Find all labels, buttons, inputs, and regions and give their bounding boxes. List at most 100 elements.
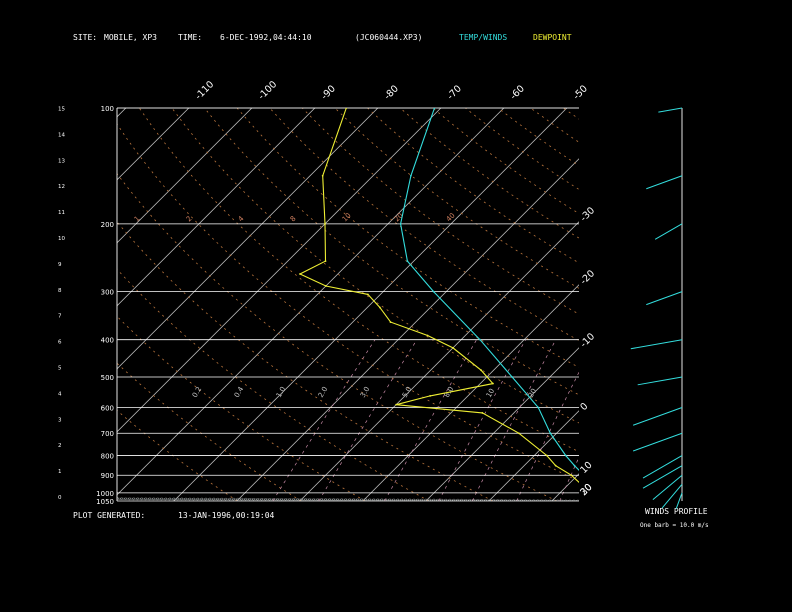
mixing-ratio-lines	[272, 339, 653, 501]
right-temperature-label: 10	[578, 460, 594, 476]
wind-barb	[675, 492, 683, 509]
wind-barb	[632, 406, 683, 426]
mixing-ratio-line	[272, 339, 376, 501]
isotherm-line	[173, 108, 568, 501]
wind-barb	[630, 339, 683, 350]
temperature-line	[400, 108, 579, 471]
mixing-ratio-label: 40	[445, 211, 457, 223]
wind-barb	[661, 483, 683, 509]
top-temperature-label: -60	[508, 83, 527, 102]
km-tick-label: 9	[58, 262, 62, 268]
mixing-ratio-label: 20	[393, 211, 405, 223]
wind-profile	[630, 107, 683, 509]
km-tick-label: 7	[58, 314, 62, 320]
isotherm-line	[117, 108, 253, 244]
saturation-label: 0.4	[233, 385, 246, 399]
dry-adiabat-line	[117, 362, 302, 501]
isotherm-line	[551, 473, 579, 501]
temperature-point	[537, 406, 540, 409]
saturation-label: 5.0	[401, 385, 413, 399]
wind-scale-note: One barb = 10.0 m/s	[640, 522, 709, 529]
isotherm-line	[117, 108, 442, 433]
wind-barb	[646, 175, 683, 190]
dry-adiabat-line	[117, 315, 366, 501]
km-tick-label: 13	[58, 158, 65, 164]
dry-adiabat-lines	[117, 108, 792, 501]
pressure-tick-label: 700	[101, 430, 114, 438]
dewpoint-point	[481, 412, 484, 414]
isotherm-line	[615, 108, 792, 501]
site-label: SITE:	[73, 33, 98, 42]
temperature-point	[564, 454, 567, 457]
dry-adiabat-line	[302, 108, 579, 315]
pressure-gridlines	[117, 107, 579, 502]
temperature-point	[432, 290, 435, 293]
km-tick-label: 14	[58, 132, 65, 138]
right-temperature-label: -10	[578, 331, 597, 350]
isotherm-line	[488, 410, 579, 501]
dry-adiabat-line	[399, 108, 579, 239]
isotherm-line	[236, 158, 579, 501]
dewpoint-point	[324, 222, 326, 225]
mixing-ratio-line	[318, 339, 418, 501]
dry-adiabat-line	[117, 172, 557, 501]
dry-adiabat-line	[138, 108, 579, 453]
saturation-label: 3.0	[359, 385, 371, 399]
dry-adiabat-line	[596, 108, 792, 501]
dry-adiabat-line	[204, 108, 579, 396]
pressure-tick-label: 900	[101, 472, 114, 480]
mixing-ratio-label: 8	[289, 215, 298, 224]
mixing-ratio-line	[384, 339, 477, 501]
km-tick-label: 8	[58, 288, 62, 294]
right-temperature-label: 0	[578, 401, 590, 413]
right-temperature-label: -30	[578, 205, 597, 224]
file-name: (JC060444.XP3)	[355, 33, 423, 42]
isotherm-line	[362, 284, 579, 501]
dry-adiabat-line	[661, 108, 792, 501]
dry-adiabat-line	[117, 268, 430, 501]
isotherm-lines	[117, 108, 792, 501]
isotherm-line	[117, 108, 505, 496]
dry-adiabat-line	[562, 108, 579, 120]
temperature-point	[511, 376, 513, 378]
isotherm-line	[678, 108, 792, 501]
dewpoint-point	[321, 174, 324, 177]
pressure-tick-label: 600	[101, 404, 114, 412]
km-tick-label: 2	[58, 443, 62, 449]
wind-panel-title: WINDS PROFILE	[645, 507, 708, 516]
mixing-ratio-line	[581, 340, 653, 501]
mixing-ratio-label: 10	[341, 211, 353, 223]
temperature-point	[597, 492, 599, 494]
dewpoint-line	[298, 108, 579, 484]
dewpoint-point	[570, 474, 573, 477]
dry-adiabat-line	[497, 108, 579, 167]
pressure-tick-label: 400	[101, 337, 114, 345]
isotherm-line	[117, 108, 379, 370]
saturation-label: 20	[527, 387, 538, 399]
top-temperature-label: -110	[193, 79, 216, 102]
dewpoint-point	[426, 334, 429, 337]
dewpoint-point	[491, 382, 494, 385]
top-temperature-label: -80	[382, 83, 401, 102]
temperature-point	[573, 464, 576, 467]
pressure-tick-label: 300	[101, 289, 114, 297]
dewpoint-point	[299, 273, 301, 275]
isotherm-line	[117, 108, 190, 181]
dry-adiabat-line	[465, 108, 579, 190]
right-temperature-label: -20	[578, 268, 597, 287]
mixing-ratio-label: 1	[133, 215, 142, 224]
dry-adiabat-line	[117, 221, 494, 501]
axis-labels: 1002003004005006007008009001000105001234…	[58, 79, 597, 506]
wind-barb	[642, 455, 683, 479]
dewpoint-point	[324, 260, 327, 263]
dry-adiabat-line	[171, 108, 579, 424]
dry-adiabat-line	[117, 409, 238, 501]
dewpoint-point	[389, 321, 392, 323]
dewpoint-point	[378, 306, 381, 309]
dry-adiabat-line	[269, 108, 579, 341]
wind-barb	[632, 432, 683, 452]
dewpoint-point	[395, 403, 398, 406]
isotherm-line	[117, 108, 316, 307]
dewpoint-point	[554, 464, 557, 467]
wind-barb	[654, 223, 683, 240]
